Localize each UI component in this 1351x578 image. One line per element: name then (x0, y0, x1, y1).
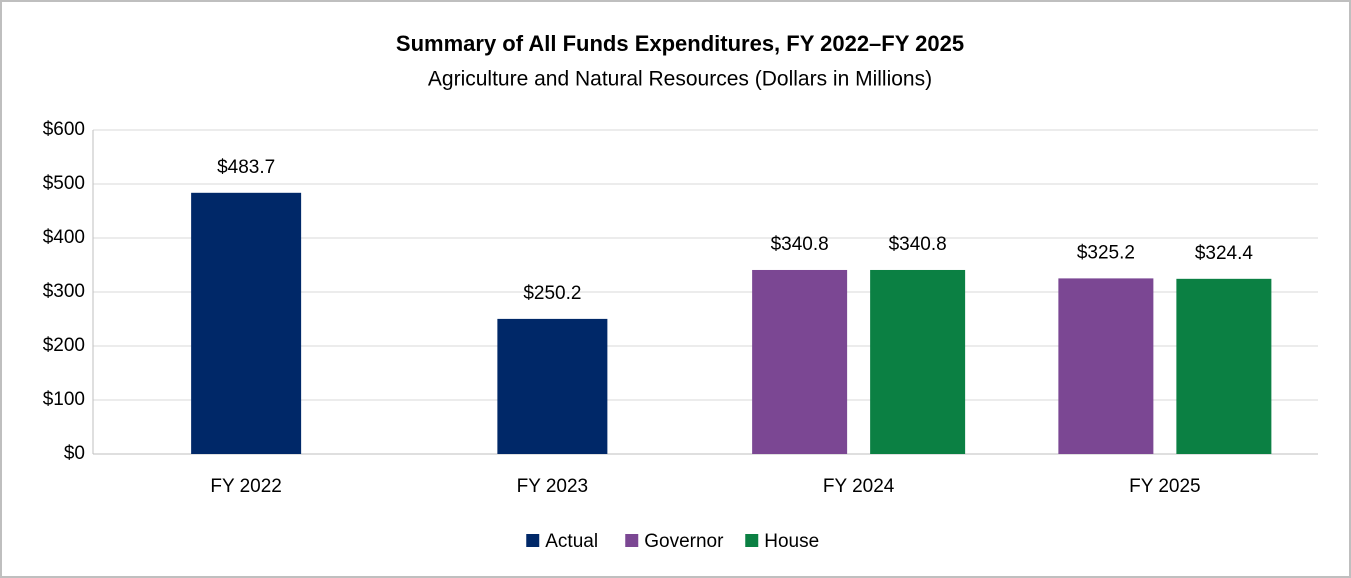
bar (752, 269, 848, 454)
data-label: $340.8 (771, 234, 829, 255)
data-label: $325.2 (1077, 242, 1135, 263)
y-tick-label: $200 (43, 335, 85, 356)
data-label: $324.4 (1195, 243, 1254, 264)
y-tick-label: $600 (43, 119, 85, 140)
legend-label: Actual (545, 531, 598, 552)
y-tick-label: $0 (64, 443, 85, 464)
y-tick-label: $300 (43, 281, 85, 302)
x-tick-label: FY 2023 (517, 476, 588, 497)
legend-swatch (526, 534, 540, 547)
chart-title: Summary of All Funds Expenditures, FY 20… (396, 31, 964, 56)
bar (1058, 278, 1154, 454)
bar (870, 269, 966, 454)
y-tick-label: $100 (43, 389, 85, 410)
bar (1176, 278, 1272, 454)
x-tick-label: FY 2024 (823, 476, 895, 497)
bar (191, 192, 302, 454)
legend-swatch (625, 534, 639, 547)
x-tick-label: FY 2025 (1129, 476, 1200, 497)
legend-label: Governor (644, 531, 724, 552)
data-label: $483.7 (217, 157, 275, 178)
chart-subtitle: Agriculture and Natural Resources (Dolla… (428, 68, 932, 91)
data-label: $250.2 (523, 283, 581, 304)
y-tick-label: $400 (43, 227, 85, 248)
x-tick-label: FY 2022 (210, 476, 281, 497)
data-label: $340.8 (889, 234, 947, 255)
legend-label: House (764, 531, 819, 552)
y-tick-label: $500 (43, 173, 85, 194)
legend-swatch (745, 534, 759, 547)
bar (497, 318, 608, 454)
